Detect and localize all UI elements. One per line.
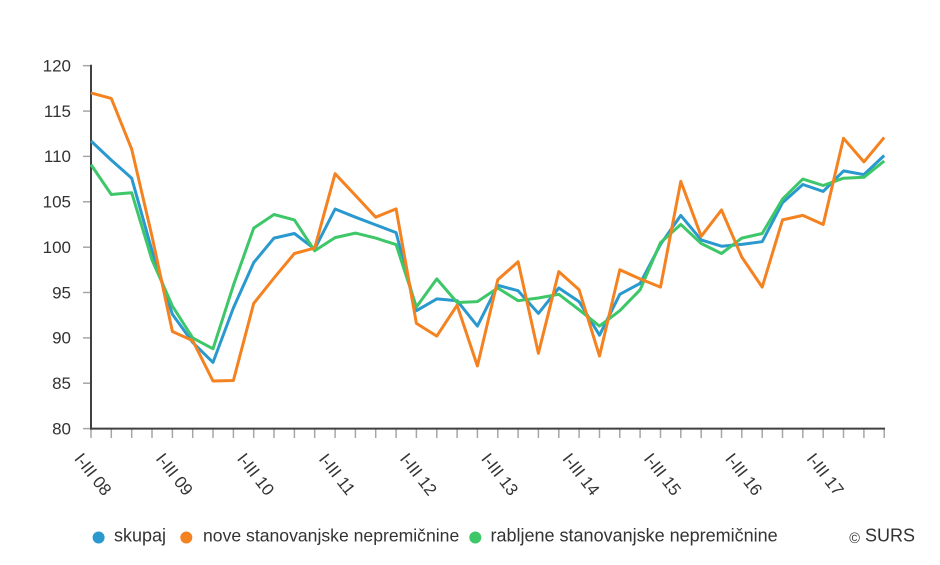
svg-text:100: 100	[43, 238, 71, 257]
svg-text:115: 115	[44, 102, 71, 121]
svg-text:105: 105	[43, 193, 71, 212]
svg-text:90: 90	[52, 329, 71, 348]
svg-text:© SURS: © SURS	[849, 526, 915, 548]
svg-text:120: 120	[43, 57, 71, 76]
svg-text:85: 85	[52, 374, 71, 393]
svg-text:nove stanovanjske nepremičnine: nove stanovanjske nepremičnine	[203, 526, 459, 546]
svg-text:rabljene stanovanjske nepremič: rabljene stanovanjske nepremičnine	[491, 526, 778, 546]
svg-text:80: 80	[52, 419, 71, 438]
svg-text:skupaj: skupaj	[114, 526, 166, 546]
svg-text:95: 95	[52, 283, 71, 302]
svg-text:110: 110	[44, 147, 71, 166]
